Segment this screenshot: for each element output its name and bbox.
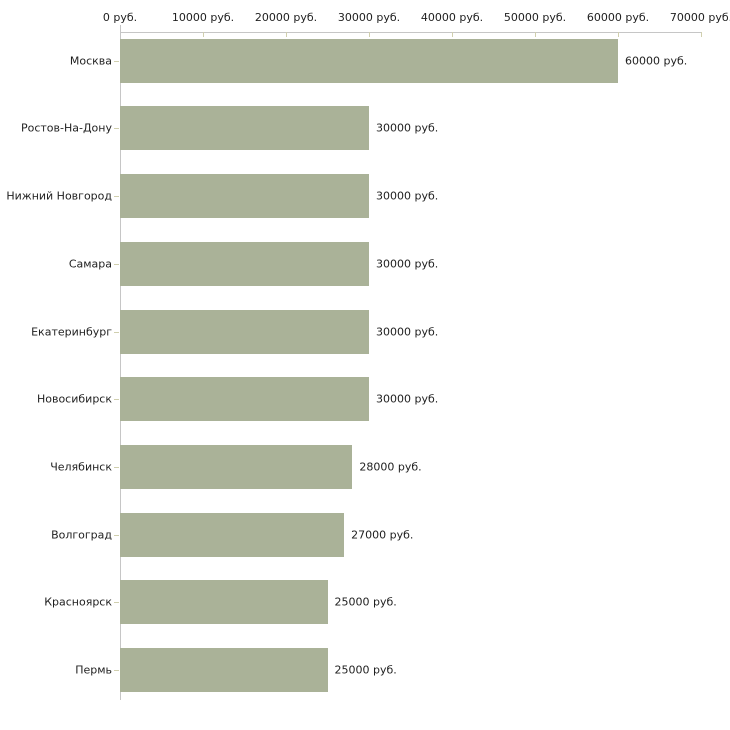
bar — [120, 444, 353, 489]
x-axis-tick-mark — [618, 32, 619, 37]
bar-row: Волгоград 27000 руб. — [0, 512, 730, 557]
category-label: Волгоград — [51, 528, 112, 542]
value-label: 30000 руб. — [376, 257, 439, 271]
bar-row: Нижний Новгород 30000 руб. — [0, 174, 730, 219]
bar-row: Москва 60000 руб. — [0, 38, 730, 83]
y-axis-tick-mark — [114, 60, 119, 62]
y-axis-line — [120, 25, 121, 700]
bar — [120, 377, 369, 422]
y-axis-tick-mark — [114, 534, 119, 536]
category-label: Москва — [69, 54, 112, 68]
value-label: 28000 руб. — [359, 460, 422, 474]
bar-row: Красноярск 25000 руб. — [0, 580, 730, 625]
x-axis-tick-label: 10000 руб. — [171, 11, 235, 24]
x-axis-line — [120, 32, 702, 33]
value-label: 30000 руб. — [376, 121, 439, 135]
category-label: Нижний Новгород — [6, 189, 112, 203]
y-axis-tick-mark — [114, 196, 119, 198]
x-axis-tick-label: 70000 руб. — [669, 11, 730, 24]
value-label: 25000 руб. — [334, 663, 397, 677]
y-axis-tick-mark — [114, 128, 119, 130]
category-label: Новосибирск — [36, 392, 112, 406]
category-label: Пермь — [75, 663, 112, 677]
x-axis-tick-mark — [286, 32, 287, 37]
x-axis-tick-mark — [203, 32, 204, 37]
bar-row: Пермь 25000 руб. — [0, 648, 730, 692]
y-axis-tick-mark — [114, 331, 119, 333]
bar — [120, 580, 328, 625]
x-axis-tick-mark — [535, 32, 536, 37]
x-axis-tick-label: 20000 руб. — [254, 11, 318, 24]
category-label: Самара — [68, 257, 112, 271]
value-label: 30000 руб. — [376, 392, 439, 406]
value-label: 30000 руб. — [376, 189, 439, 203]
value-label: 27000 руб. — [351, 528, 414, 542]
category-label: Екатеринбург — [31, 325, 112, 338]
x-axis-tick-label: 40000 руб. — [420, 11, 484, 24]
bar-row: Новосибирск 30000 руб. — [0, 377, 730, 422]
bar-row: Екатеринбург 30000 руб. — [0, 309, 730, 354]
x-axis-tick-mark — [701, 32, 702, 37]
bar — [120, 174, 369, 219]
y-axis-tick-mark — [114, 466, 119, 468]
bar — [120, 512, 345, 557]
x-axis-tick-label: 30000 руб. — [337, 11, 401, 24]
y-axis-tick-mark — [114, 670, 119, 671]
bar-row: Челябинск 28000 руб. — [0, 444, 730, 489]
bar — [120, 106, 369, 151]
bar — [120, 309, 369, 354]
x-axis-tick-mark — [452, 32, 453, 37]
bar — [120, 38, 618, 83]
y-axis-tick-mark — [114, 399, 119, 401]
value-label: 25000 руб. — [334, 595, 397, 609]
bar — [120, 648, 328, 692]
x-axis-tick-label: 0 руб. — [102, 11, 138, 24]
x-axis-tick-mark — [369, 32, 370, 37]
value-label: 60000 руб. — [625, 54, 688, 68]
y-axis-tick-mark — [114, 602, 119, 604]
bar-row: Самара 30000 руб. — [0, 241, 730, 286]
category-label: Красноярск — [44, 595, 112, 609]
category-label: Ростов-На-Дону — [20, 121, 112, 135]
y-axis-tick-mark — [114, 263, 119, 265]
x-axis-tick-label: 50000 руб. — [503, 11, 567, 24]
value-label: 30000 руб. — [376, 325, 439, 338]
bar — [120, 241, 369, 286]
category-label: Челябинск — [50, 460, 112, 474]
x-axis-tick-label: 60000 руб. — [586, 11, 650, 24]
bar-row: Ростов-На-Дону 30000 руб. — [0, 106, 730, 151]
